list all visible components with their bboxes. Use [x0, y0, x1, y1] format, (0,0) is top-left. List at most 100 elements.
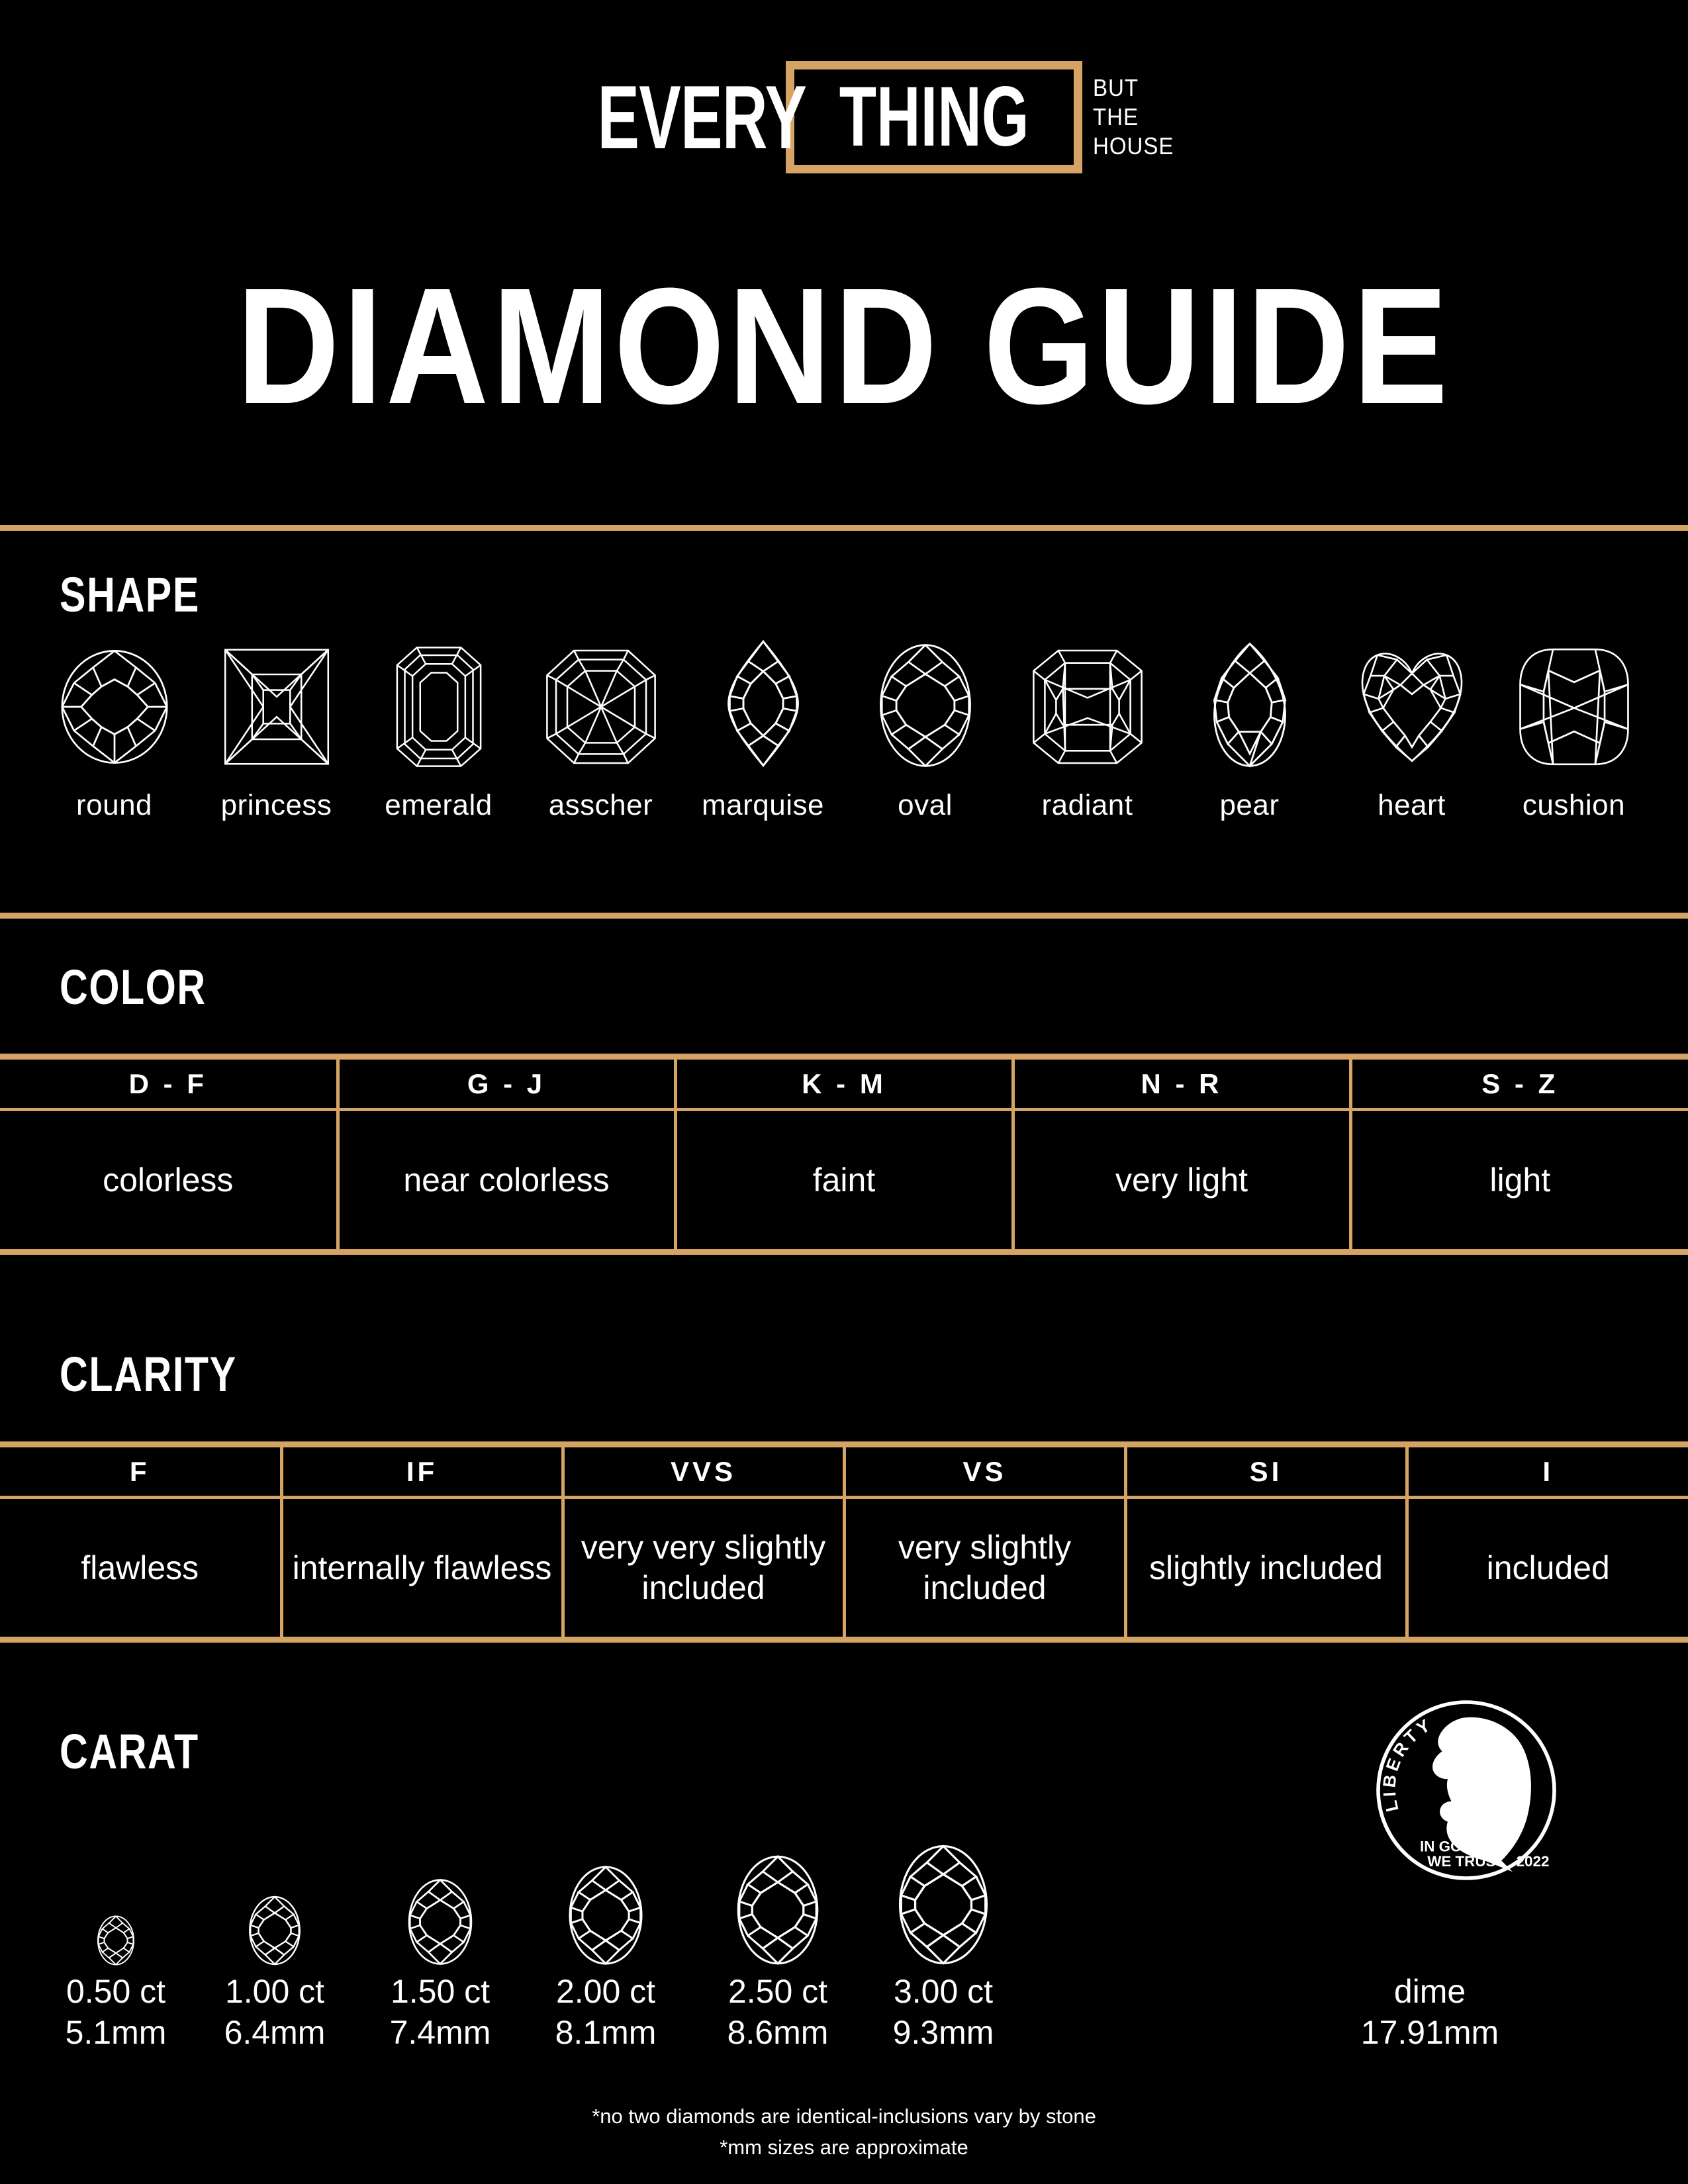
color-grade-cell: K - M: [673, 1054, 1015, 1111]
shape-label: cushion: [1522, 789, 1626, 821]
emerald-diamond-icon: [396, 647, 481, 767]
carat-gem-wrap: [894, 1813, 993, 1966]
round-brilliant-icon: [898, 1844, 988, 1965]
princess-diamond-icon: [224, 649, 329, 765]
carat-item-3[interactable]: 2.00 ct 8.1mm: [530, 1813, 682, 2053]
round-brilliant-icon: [408, 1878, 473, 1966]
clarity-desc-cell: internally flawless: [279, 1496, 565, 1643]
svg-text:LIBERTY: LIBERTY: [1379, 1713, 1436, 1813]
color-desc-cell: very light: [1011, 1108, 1352, 1255]
shape-label: round: [75, 789, 153, 821]
shape-item-marquise[interactable]: marquise: [688, 639, 837, 820]
shape-label: heart: [1378, 789, 1446, 821]
logo-box: THING: [785, 61, 1083, 173]
clarity-desc-cell: flawless: [0, 1496, 283, 1643]
carat-label: 3.00 ct 9.3mm: [892, 1973, 994, 2051]
dime-motto-line1: IN GOD: [1420, 1838, 1473, 1854]
shape-row: round princess: [40, 639, 1648, 820]
divider-above-color: [0, 913, 1688, 919]
clarity-table-header-row: F IF VVS VS SI I: [0, 1441, 1688, 1499]
shape-label: emerald: [385, 789, 492, 821]
carat-item-2[interactable]: 1.50 ct 7.4mm: [364, 1813, 516, 2053]
carat-item-4[interactable]: 2.50 ct 8.6mm: [702, 1813, 854, 2053]
shape-item-cushion[interactable]: cushion: [1499, 645, 1648, 820]
color-desc-cell: faint: [673, 1108, 1015, 1255]
shape-item-oval[interactable]: oval: [851, 643, 1000, 820]
clarity-grade-cell: I: [1405, 1441, 1688, 1499]
round-brilliant-icon: [249, 1895, 301, 1966]
clarity-desc-cell: slightly included: [1123, 1496, 1409, 1643]
carat-label: 2.50 ct 8.6mm: [727, 1973, 829, 2051]
section-heading-carat: CARAT: [60, 1724, 199, 1779]
oval-diamond-icon: [879, 643, 971, 768]
carat-gem-wrap: [95, 1813, 136, 1966]
shape-label: pear: [1219, 789, 1280, 821]
carat-item-0[interactable]: 0.50 ct 5.1mm: [40, 1813, 192, 2053]
clarity-grade-cell: SI: [1123, 1441, 1409, 1499]
carat-item-5[interactable]: 3.00 ct 9.3mm: [867, 1813, 1019, 2053]
marquise-diamond-icon: [727, 639, 799, 768]
logo-tagline: BUT THE HOUSE: [1093, 73, 1174, 161]
color-table-body-row: colorless near colorless faint very ligh…: [0, 1108, 1688, 1255]
divider-above-shape: [0, 525, 1688, 531]
logo-tagline-line3: HOUSE: [1093, 132, 1174, 159]
carat-label: dime 17.91mm: [1360, 1973, 1499, 2051]
round-brilliant-icon: [569, 1865, 643, 1966]
shape-item-emerald[interactable]: emerald: [364, 645, 513, 820]
round-brilliant-icon: [737, 1855, 819, 1965]
shape-label: oval: [898, 789, 953, 821]
carat-label: 1.50 ct 7.4mm: [389, 1973, 491, 2051]
clarity-grade-cell: IF: [279, 1441, 565, 1499]
shape-item-round[interactable]: round: [40, 645, 189, 820]
color-grade-cell: D - F: [0, 1054, 340, 1111]
shape-label: marquise: [702, 789, 824, 821]
clarity-grade-cell: F: [0, 1441, 283, 1499]
logo-tagline-line2: THE: [1093, 103, 1139, 131]
color-table-header-row: D - F G - J K - M N - R S - Z: [0, 1054, 1688, 1111]
shape-item-asscher[interactable]: asscher: [526, 645, 675, 820]
dime-year: 2022: [1517, 1853, 1550, 1870]
dime-coin-icon: LIBERTY IN GOD WE TRUST 2022: [1376, 1700, 1556, 1880]
color-grade-cell: N - R: [1011, 1054, 1352, 1111]
clarity-table: F IF VVS VS SI I flawless internally fla…: [0, 1441, 1688, 1643]
footer-disclaimer: *no two diamonds are identical-inclusion…: [0, 2101, 1688, 2163]
brand-logo: EVERY THING BUT THE HOUSE: [0, 61, 1688, 173]
section-heading-shape: SHAPE: [60, 567, 200, 622]
clarity-desc-cell: very very slightly included: [561, 1496, 846, 1643]
shape-label: princess: [220, 789, 332, 821]
section-heading-color: COLOR: [60, 960, 207, 1015]
color-desc-cell: light: [1348, 1108, 1688, 1255]
dime-motto-line2: WE TRUST: [1427, 1853, 1505, 1870]
color-table: D - F G - J K - M N - R S - Z colorless …: [0, 1054, 1688, 1255]
carat-gem-wrap: [404, 1813, 476, 1966]
logo-word-every: EVERY: [597, 67, 807, 167]
clarity-table-body-row: flawless internally flawless very very s…: [0, 1496, 1688, 1643]
footer-line-2: *mm sizes are approximate: [720, 2135, 968, 2159]
color-grade-cell: S - Z: [1348, 1054, 1688, 1111]
color-grade-cell: G - J: [336, 1054, 677, 1111]
round-diamond-icon: [60, 650, 168, 764]
shape-label: radiant: [1041, 789, 1133, 821]
shape-label: asscher: [548, 789, 653, 821]
carat-gem-wrap: [246, 1813, 303, 1966]
logo-word-thing: THING: [839, 69, 1029, 164]
pear-diamond-icon: [1213, 642, 1286, 768]
shape-item-princess[interactable]: princess: [202, 645, 351, 820]
logo-tagline-line1: BUT: [1093, 74, 1139, 102]
page-title: DIAMOND GUIDE: [236, 253, 1452, 438]
carat-item-dime[interactable]: dime 17.91mm: [1297, 1813, 1562, 2053]
carat-item-1[interactable]: 1.00 ct 6.4mm: [199, 1813, 351, 2053]
shape-item-heart[interactable]: heart: [1337, 645, 1486, 820]
carat-gem-wrap: [565, 1813, 647, 1966]
clarity-grade-cell: VS: [842, 1441, 1127, 1499]
carat-label: 1.00 ct 6.4mm: [224, 1973, 326, 2051]
shape-item-radiant[interactable]: radiant: [1013, 645, 1162, 820]
section-heading-clarity: CLARITY: [60, 1347, 237, 1402]
cushion-diamond-icon: [1519, 648, 1629, 766]
color-desc-cell: near colorless: [336, 1108, 677, 1255]
carat-gem-wrap: [732, 1813, 823, 1966]
shape-item-pear[interactable]: pear: [1175, 641, 1324, 820]
dime-illustration: LIBERTY IN GOD WE TRUST 2022: [1374, 1698, 1559, 1886]
footer-line-1: *no two diamonds are identical-inclusion…: [592, 2105, 1096, 2128]
